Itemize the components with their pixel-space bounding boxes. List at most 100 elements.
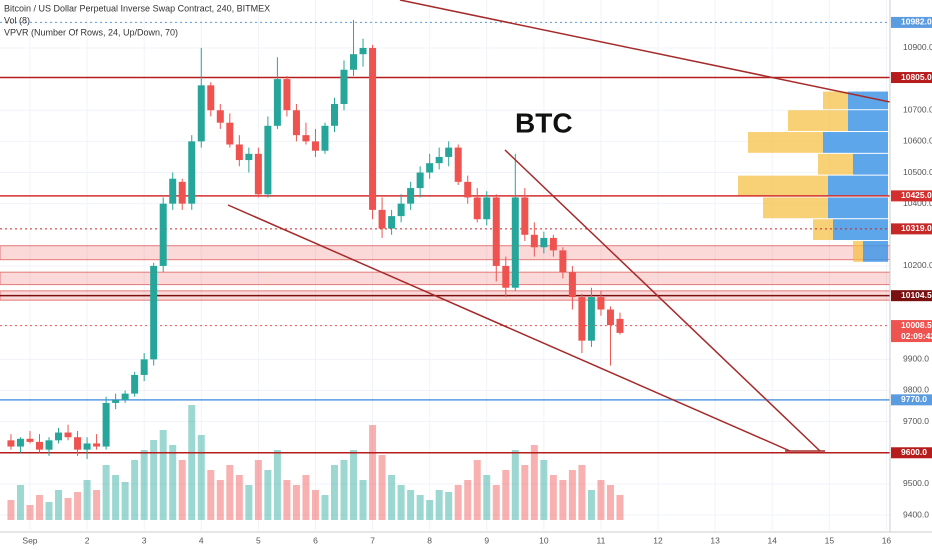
profile-down xyxy=(748,132,823,153)
candle-body xyxy=(397,203,405,217)
candle-body xyxy=(559,250,567,273)
y-tick-label: 9800.0 xyxy=(903,385,929,395)
volume-bar xyxy=(302,475,310,520)
x-tick-label: 6 xyxy=(313,535,318,545)
profile-down xyxy=(823,91,848,110)
volume-bar xyxy=(102,465,110,520)
volume-bar xyxy=(245,485,253,520)
level-tag xyxy=(891,447,932,459)
x-tick-label: 3 xyxy=(142,535,147,545)
volume-bar xyxy=(378,455,386,520)
volume-bar xyxy=(473,460,481,520)
candle-body xyxy=(226,122,234,145)
volume-bar xyxy=(178,460,186,520)
volume-bar xyxy=(568,470,576,520)
candle-body xyxy=(64,432,72,438)
volume-bar xyxy=(64,498,72,520)
level-tag xyxy=(891,190,932,202)
trendline xyxy=(399,0,891,103)
candle-body xyxy=(83,443,91,450)
candle-body xyxy=(216,110,224,123)
level-tag xyxy=(891,72,932,84)
volume-bar xyxy=(616,495,624,520)
candle-body xyxy=(207,85,215,111)
volume-bar xyxy=(388,475,396,520)
x-tick-label: 14 xyxy=(768,535,778,545)
candle-body xyxy=(197,85,205,142)
profile-up xyxy=(848,110,888,132)
countdown: 02:09:42 xyxy=(901,331,932,341)
candle-body xyxy=(530,234,538,248)
volume-bar xyxy=(587,490,595,520)
volume-bar xyxy=(188,405,196,520)
volume-bar xyxy=(369,425,377,520)
candle-body xyxy=(606,309,614,326)
candle-body xyxy=(540,237,548,248)
candle-body xyxy=(454,147,462,182)
trendlines xyxy=(227,0,891,452)
volume-bar xyxy=(521,465,529,520)
volume-bar xyxy=(407,490,415,520)
candle-body xyxy=(330,104,338,126)
candle-body xyxy=(426,163,434,173)
profile-down xyxy=(763,197,828,219)
candle-body xyxy=(445,147,453,157)
candle-body xyxy=(502,265,510,288)
candle-body xyxy=(492,197,500,266)
volume-bar xyxy=(321,495,329,520)
y-tick-label: 10400.0 xyxy=(903,198,932,208)
profile-up xyxy=(833,219,888,241)
candle-body xyxy=(549,237,557,251)
volume-bar xyxy=(606,485,614,520)
profile-down xyxy=(738,175,828,197)
y-tick-label: 9900.0 xyxy=(903,354,929,364)
volume-bar xyxy=(131,460,139,520)
level-label: 10319.0 xyxy=(901,223,932,233)
level-tag xyxy=(891,16,932,28)
candle-body xyxy=(473,197,481,220)
volume-bar xyxy=(549,475,557,520)
profile-up xyxy=(828,197,888,219)
volume-bar xyxy=(93,490,101,520)
candle-body xyxy=(435,156,443,164)
volume-bar xyxy=(502,470,510,520)
level-label: 10104.5 xyxy=(901,290,932,300)
candle-body xyxy=(93,443,101,447)
candle-body xyxy=(464,181,472,198)
candle-body xyxy=(140,359,148,375)
candle-body xyxy=(35,441,43,450)
volume-bar xyxy=(235,475,243,520)
level-label: 10805.0 xyxy=(901,72,932,82)
volume-bar xyxy=(511,450,519,520)
candle-body xyxy=(369,47,377,210)
x-tick-label: 5 xyxy=(256,535,261,545)
volume-bar xyxy=(530,445,538,520)
candle-body xyxy=(45,440,53,450)
candle-body xyxy=(26,438,34,442)
volume-bar xyxy=(397,485,405,520)
candle-body xyxy=(7,440,15,447)
volume-bar xyxy=(26,505,34,520)
candle-body xyxy=(578,297,586,341)
volume-bar xyxy=(55,490,63,520)
profile-up xyxy=(863,241,888,262)
volume-bar xyxy=(416,495,424,520)
volume-bar xyxy=(35,495,43,520)
y-tick-label: 10900.0 xyxy=(903,42,932,52)
indicator-label: Vol (8) xyxy=(4,15,30,25)
candle-body xyxy=(55,432,63,441)
volume-bar xyxy=(426,500,434,520)
volume-bar xyxy=(197,435,205,520)
volume-bar xyxy=(150,440,158,520)
candle-body xyxy=(321,125,329,151)
candle-body xyxy=(416,172,424,189)
candle-body xyxy=(350,54,358,70)
volume-bar xyxy=(7,500,15,520)
candle-body xyxy=(131,374,139,394)
volume-bar xyxy=(283,480,291,520)
y-tick-label: 10500.0 xyxy=(903,167,932,177)
candle-body xyxy=(245,153,253,161)
candle-body xyxy=(235,144,243,161)
volume-bar xyxy=(45,502,53,520)
level-tag xyxy=(891,223,932,235)
